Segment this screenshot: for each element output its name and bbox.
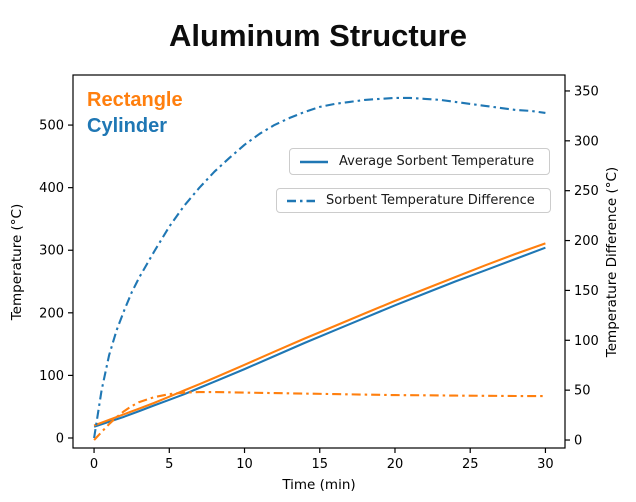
- y-left-tick-label: 100: [39, 369, 64, 384]
- legend-label: Sorbent Temperature Difference: [326, 193, 535, 208]
- dashdot-line-sample-icon: [287, 199, 315, 202]
- series-dashdot-rectangle: [93, 391, 546, 441]
- y-right-tick-label: 250: [574, 184, 599, 199]
- y-right-tick-label: 350: [574, 84, 599, 99]
- solid-line-sample-icon: [300, 160, 328, 163]
- rectangle-series-label: Rectangle: [87, 89, 183, 111]
- y-left-tick-label: 200: [39, 306, 64, 321]
- x-tick-label: 30: [537, 457, 554, 472]
- x-tick-label: 15: [311, 457, 328, 472]
- y-right-tick-label: 50: [574, 384, 591, 399]
- chart-title: Aluminum Structure: [169, 18, 467, 53]
- data-curves: [93, 96, 546, 441]
- x-tick-label: 5: [165, 457, 173, 472]
- y-right-tick-label: 0: [574, 434, 582, 449]
- x-tick-label: 25: [462, 457, 479, 472]
- x-axis-label: Time (min): [281, 477, 355, 493]
- x-tick-label: 0: [90, 457, 98, 472]
- cylinder-series-label: Cylinder: [87, 115, 168, 137]
- y-left-tick-label: 500: [39, 119, 64, 134]
- y-right-tick-label: 150: [574, 284, 599, 299]
- x-tick-label: 10: [236, 457, 253, 472]
- legend-temperature-difference: Sorbent Temperature Difference: [276, 188, 551, 213]
- x-tick-label: 20: [387, 457, 404, 472]
- y-axis-right-label: Temperature Difference (°C): [604, 167, 620, 358]
- y-left-tick-label: 0: [56, 431, 64, 446]
- series-solid-rectangle: [93, 242, 546, 427]
- axis-ticks: 0 5 10 15 20 25 300100200300400500050100150200…: [39, 84, 599, 472]
- legend-label: Average Sorbent Temperature: [339, 154, 535, 169]
- series-solid-cylinder: [93, 246, 546, 428]
- y-right-tick-label: 200: [574, 234, 599, 249]
- plot-frame: [72, 74, 566, 449]
- y-right-tick-label: 100: [574, 334, 599, 349]
- y-left-tick-label: 400: [39, 181, 64, 196]
- legend-average-temperature: Average Sorbent Temperature: [289, 148, 550, 175]
- y-right-tick-label: 300: [574, 134, 599, 149]
- y-axis-left-label: Temperature (°C): [9, 204, 25, 322]
- series-dashdot-cylinder: [93, 96, 546, 439]
- y-left-tick-label: 300: [39, 244, 64, 259]
